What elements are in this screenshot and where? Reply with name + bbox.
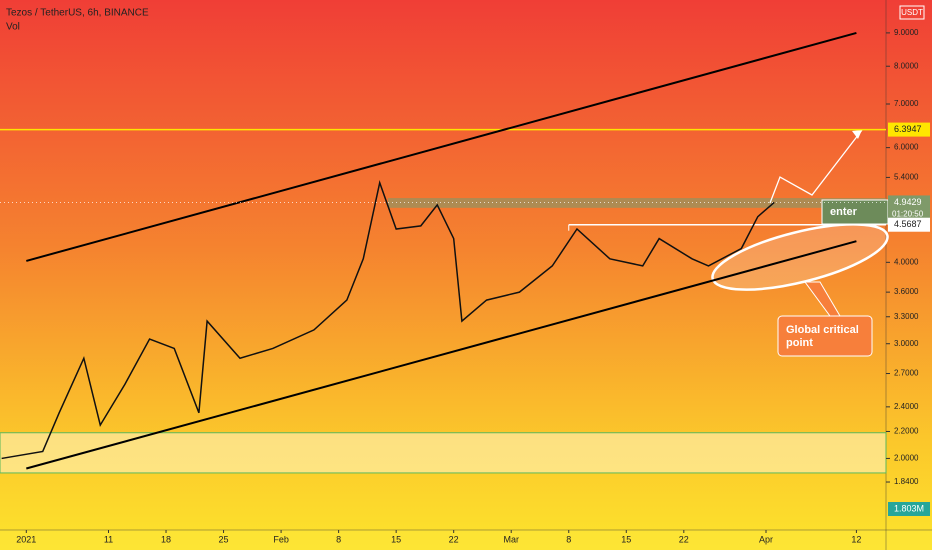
time-axis-bg [0, 530, 932, 550]
chart-title: Tezos / TetherUS, 6h, BINANCE [6, 8, 149, 19]
y-tick-label: 2.2000 [894, 427, 919, 436]
x-tick-label: Apr [759, 534, 773, 544]
x-tick-label: 2021 [16, 534, 36, 544]
x-tick-label: Feb [273, 534, 289, 544]
x-tick-label: 18 [161, 534, 171, 544]
callout-pointer [804, 281, 841, 317]
arrow-path [769, 129, 863, 204]
y-tick-label: 1.8400 [894, 477, 919, 486]
y-tick-label: 3.6000 [894, 287, 919, 296]
x-tick-label: 12 [851, 534, 861, 544]
x-tick-label: 11 [104, 534, 113, 544]
x-tick-label: 22 [449, 534, 459, 544]
arrow-head [852, 130, 862, 139]
y-tick-label: 9.0000 [894, 28, 919, 37]
level-label: 4.5687 [894, 219, 922, 229]
level-label-box [888, 217, 930, 232]
countdown: 01:20:50 [892, 210, 924, 219]
y-tick-label: 2.0000 [894, 454, 919, 463]
indicator-label: Vol [6, 22, 20, 33]
price-line [1, 179, 775, 460]
x-tick-label: Mar [503, 534, 519, 544]
x-tick-label: 15 [621, 534, 631, 544]
y-tick-label: 4.0000 [894, 257, 919, 266]
x-tick-label: 8 [336, 534, 341, 544]
enter-label: enter [830, 206, 858, 218]
currency-box[interactable] [899, 5, 925, 20]
x-tick-label: 15 [391, 534, 401, 544]
last-price-label: 4.9429 [894, 197, 922, 207]
y-tick-label: 5.4000 [894, 173, 919, 182]
enter-box [821, 199, 889, 225]
trendline [26, 240, 857, 470]
callout-text: Global critical point [786, 324, 859, 349]
range-box [0, 432, 887, 474]
y-tick-label: 3.3000 [894, 312, 919, 321]
currency[interactable]: USDT [901, 8, 923, 17]
last-price-box [888, 195, 930, 222]
volume-label: 1.803M [894, 503, 924, 513]
x-tick-label: 22 [679, 534, 689, 544]
level-label-box [888, 122, 930, 137]
x-tick-label: 25 [219, 534, 229, 544]
y-tick-label: 7.0000 [894, 99, 919, 108]
level-label: 6.3947 [894, 124, 922, 134]
volume-label-box [888, 502, 930, 516]
y-tick-label: 6.0000 [894, 143, 919, 152]
x-tick-label: 8 [566, 534, 571, 544]
trendline [26, 31, 857, 262]
y-tick-label: 3.0000 [894, 339, 919, 348]
y-tick-label: 8.0000 [894, 61, 919, 70]
y-tick-label: 2.4000 [894, 402, 919, 411]
y-tick-label: 2.7000 [894, 369, 919, 378]
callout-box [777, 315, 873, 357]
